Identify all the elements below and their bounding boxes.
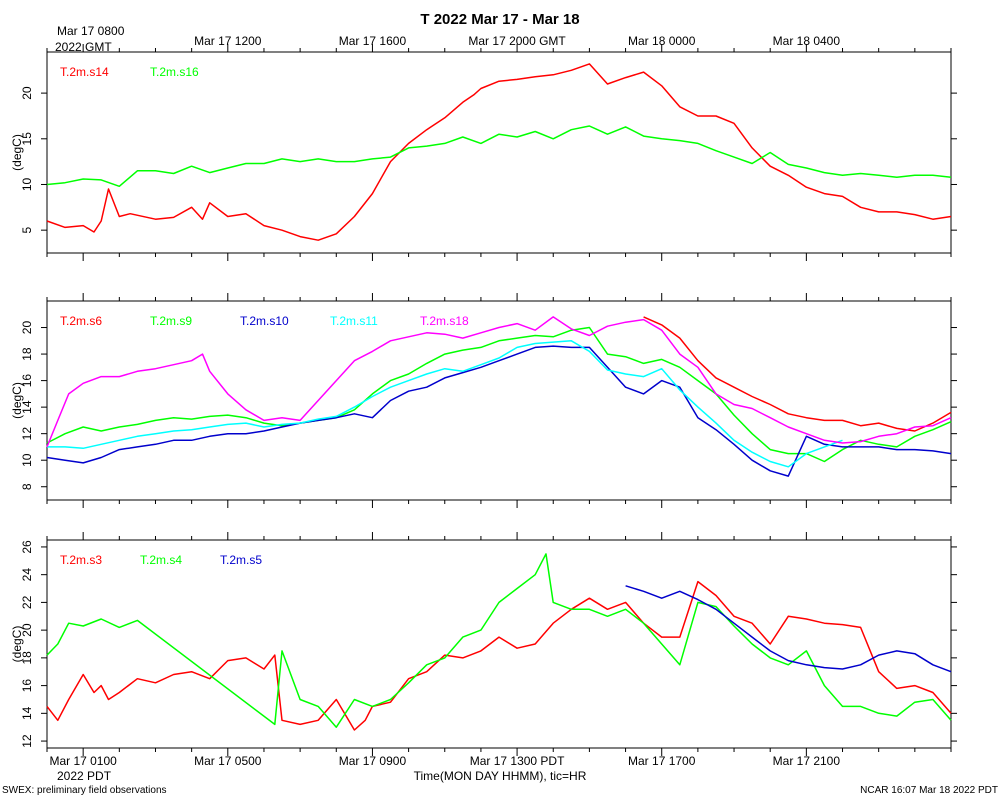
series-line-t-2m-s5 xyxy=(625,585,952,673)
y-tick-label: 16 xyxy=(20,679,34,693)
y-tick-label: 24 xyxy=(20,568,34,582)
series-line-t-2m-s9 xyxy=(46,326,952,463)
panel-1: 5 10 15 20 (degC) T.2m.s14 T.2m.s16 xyxy=(10,44,957,261)
bottom-axis-label: Mar 17 1700 xyxy=(628,754,696,768)
bottom-axis-label: Mar 17 0900 xyxy=(339,754,407,768)
y-tick-label: 10 xyxy=(20,177,34,191)
legend-t-2m-s5: T.2m.s5 xyxy=(220,553,262,567)
y-tick-label: 18 xyxy=(20,347,34,361)
y-tick-label: 20 xyxy=(20,623,34,637)
y-axis-label: (degC) xyxy=(10,134,24,171)
y-tick-label: 8 xyxy=(20,483,34,490)
panel-3: 12 14 16 18 20 22 24 26 (degC) T.2m.s3 T.2m.s4 T.2m… xyxy=(10,532,957,756)
panel-2: 8 10 12 14 16 18 20 (degC) T.2m.s6 T.2m.s9 T.2m.s1… xyxy=(10,293,957,508)
bottom-axis-label: Mar 17 0100 xyxy=(49,754,117,768)
legend-t-2m-s6: T.2m.s6 xyxy=(60,314,102,328)
series-line-t-2m-s3 xyxy=(46,580,952,731)
legend-t-2m-s10: T.2m.s10 xyxy=(240,314,289,328)
y-tick-label: 5 xyxy=(20,227,34,234)
series-line-t-2m-s4 xyxy=(46,553,952,728)
chart-title: T 2022 Mar 17 - Mar 18 xyxy=(420,11,579,28)
bottom-axis-labels: Mar 17 0100 Mar 17 0500 Mar 17 0900 Mar 17 … xyxy=(49,754,840,768)
x-axis-label: Time(MON DAY HHMM), tic=HR xyxy=(414,769,587,783)
top-axis-first-sub: 2022 GMT xyxy=(55,40,112,54)
legend-t-2m-s4: T.2m.s4 xyxy=(140,553,182,567)
y-tick-label: 26 xyxy=(20,540,34,554)
legend-t-2m-s3: T.2m.s3 xyxy=(60,553,102,567)
y-tick-label: 20 xyxy=(20,86,34,100)
bottom-axis-label: Mar 17 0500 xyxy=(194,754,262,768)
legend-t-2m-s16: T.2m.s16 xyxy=(150,65,199,79)
legend-t-2m-s14: T.2m.s14 xyxy=(60,65,109,79)
panel-frame xyxy=(46,51,952,254)
y-tick-label: 10 xyxy=(20,453,34,467)
series-line-t-2m-s16 xyxy=(46,125,952,188)
y-axis-label: (degC) xyxy=(10,626,24,663)
top-axis-label: Mar 17 1600 xyxy=(339,34,407,48)
series-line-t-2m-s14 xyxy=(46,63,952,241)
legend-t-2m-s9: T.2m.s9 xyxy=(150,314,192,328)
footer-left: SWEX: preliminary field observations xyxy=(2,785,167,796)
y-tick-label: 18 xyxy=(20,651,34,665)
y-tick-label: 15 xyxy=(20,132,34,146)
legend-t-2m-s11: T.2m.s11 xyxy=(330,314,378,328)
y-tick-label: 12 xyxy=(20,734,34,748)
top-axis-label: Mar 17 2000 GMT xyxy=(468,34,566,48)
top-axis-label: Mar 17 1200 xyxy=(194,34,262,48)
panel-frame xyxy=(46,539,952,749)
y-tick-label: 16 xyxy=(20,374,34,388)
top-axis-label: Mar 18 0000 xyxy=(628,34,696,48)
series-line-t-2m-s18 xyxy=(46,316,952,448)
panel-frame xyxy=(46,300,952,501)
bottom-axis-label: Mar 17 2100 xyxy=(773,754,841,768)
bottom-axis-sub-label: 2022 PDT xyxy=(57,769,112,783)
y-tick-label: 22 xyxy=(20,595,34,609)
y-tick-label: 14 xyxy=(20,400,34,414)
top-axis-first-label: Mar 17 0800 xyxy=(57,24,125,38)
footer-right: NCAR 16:07 Mar 18 2022 PDT xyxy=(860,785,998,796)
top-axis-label: Mar 18 0400 xyxy=(773,34,841,48)
series-line-t-2m-s11 xyxy=(47,340,843,468)
y-tick-label: 20 xyxy=(20,321,34,335)
legend-t-2m-s18: T.2m.s18 xyxy=(420,314,469,328)
bottom-axis-label: Mar 17 1300 PDT xyxy=(470,754,565,768)
series-line-t-2m-s10 xyxy=(46,345,952,477)
y-tick-label: 14 xyxy=(20,706,34,720)
y-tick-label: 12 xyxy=(20,427,34,441)
y-axis-label: (degC) xyxy=(10,382,24,419)
top-axis-labels: Mar 17 1200 Mar 17 1600 Mar 17 2000 GMT Mar… xyxy=(194,34,840,48)
series-line-t-2m-s6 xyxy=(643,316,952,432)
